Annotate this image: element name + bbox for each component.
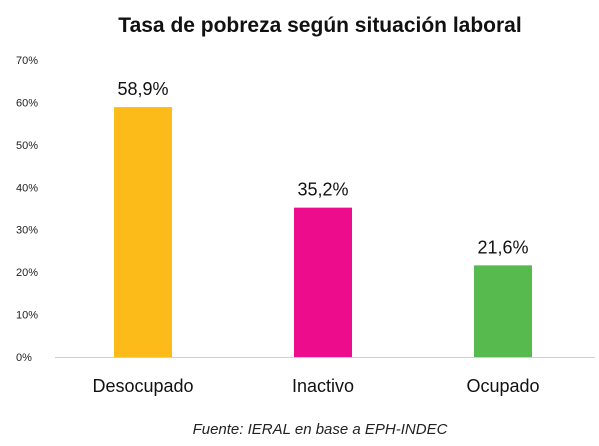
data-label-ocupado: 21,6% bbox=[477, 237, 528, 257]
bars bbox=[114, 107, 532, 358]
category-label-desocupado: Desocupado bbox=[92, 376, 193, 396]
y-tick-label: 70% bbox=[16, 55, 38, 67]
category-labels: Desocupado Inactivo Ocupado bbox=[92, 376, 539, 396]
bar-ocupado bbox=[474, 265, 532, 357]
data-labels: 58,9% 35,2% 21,6% bbox=[117, 79, 528, 257]
category-label-inactivo: Inactivo bbox=[292, 376, 354, 396]
y-tick-label: 40% bbox=[16, 182, 38, 194]
y-tick-label: 50% bbox=[16, 140, 38, 152]
category-label-ocupado: Ocupado bbox=[466, 376, 539, 396]
bar-desocupado bbox=[114, 107, 172, 358]
y-tick-label: 20% bbox=[16, 267, 38, 279]
y-tick-label: 60% bbox=[16, 97, 38, 109]
source-note: Fuente: IERAL en base a EPH-INDEC bbox=[193, 421, 448, 438]
y-axis-ticks: 0% 10% 20% 30% 40% 50% 60% 70% bbox=[16, 55, 38, 364]
y-tick-label: 10% bbox=[16, 310, 38, 322]
chart-title: Tasa de pobreza según situación laboral bbox=[118, 14, 521, 37]
data-label-desocupado: 58,9% bbox=[117, 79, 168, 99]
y-tick-label: 0% bbox=[16, 352, 32, 364]
bar-inactivo bbox=[294, 207, 352, 357]
data-label-inactivo: 35,2% bbox=[297, 180, 348, 200]
y-tick-label: 30% bbox=[16, 225, 38, 237]
